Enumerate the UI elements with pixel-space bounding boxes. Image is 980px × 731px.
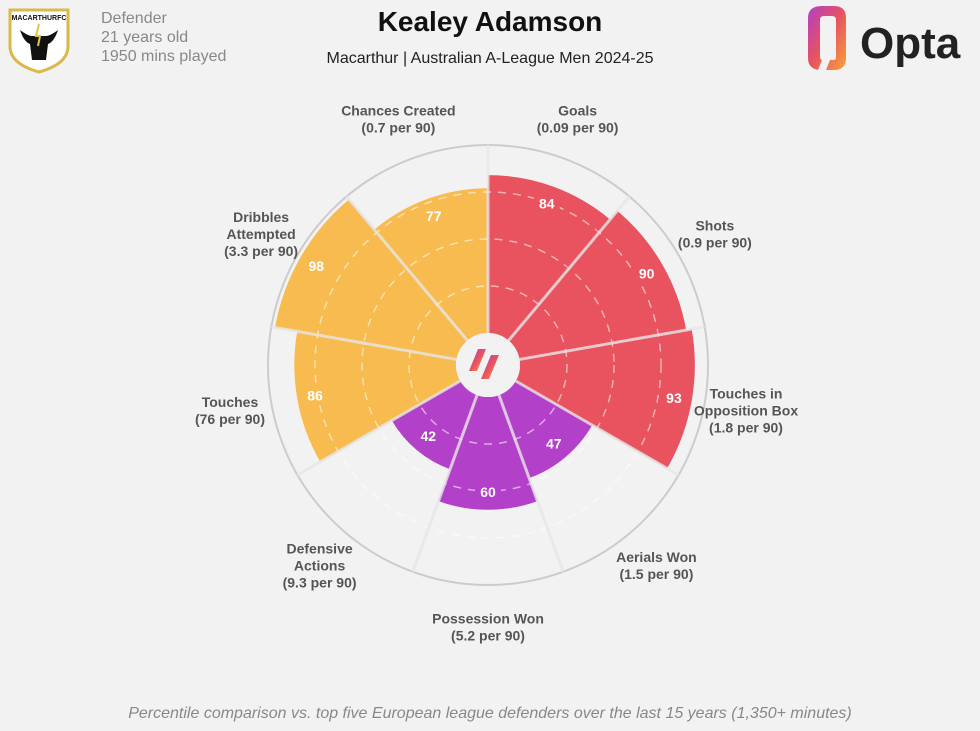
- slice-label: (5.2 per 90): [451, 628, 525, 644]
- slice-defensive: [391, 381, 478, 470]
- chart-title: Kealey Adamson: [377, 6, 603, 37]
- value-label: 42: [420, 428, 436, 444]
- value-label-box: [303, 255, 330, 276]
- slice-label: Aerials Won: [616, 549, 697, 565]
- slice-aerials-won: [498, 381, 593, 479]
- slice-divider: [345, 195, 469, 342]
- value-label-box: [415, 426, 442, 447]
- value-label: 84: [539, 195, 555, 211]
- slice-label: (76 per 90): [195, 411, 265, 427]
- slice-divider: [519, 325, 705, 361]
- slice-label: Attempted: [226, 226, 295, 242]
- slice-shots: [508, 210, 687, 360]
- slice-label: Chances Created: [341, 102, 455, 118]
- slice-label: (3.3 per 90): [224, 243, 298, 259]
- slice-label: Shots: [695, 218, 734, 234]
- value-label: 47: [546, 435, 562, 451]
- slice-touches-in: [515, 329, 695, 469]
- player-age: 21 years old: [101, 29, 189, 46]
- slice-label: (0.09 per 90): [537, 119, 619, 135]
- value-label: 93: [666, 390, 682, 406]
- slice-chances-created: [374, 188, 488, 341]
- slice-label: Touches: [202, 394, 259, 410]
- value-label-box: [533, 193, 560, 214]
- slice-divider: [271, 325, 457, 361]
- club-logo-text: MACARTHURFC: [12, 15, 67, 22]
- slice-divider: [411, 394, 479, 573]
- chart-subtitle: Macarthur | Australian A-League Men 2024…: [326, 50, 654, 67]
- slice-label: Dribbles: [233, 209, 289, 225]
- value-label-box: [633, 263, 660, 284]
- slice-label: Possession Won: [432, 611, 544, 627]
- center-opta-icon: [469, 349, 499, 379]
- slice-divider: [514, 379, 680, 477]
- player-position: Defender: [101, 10, 167, 27]
- chart-footnote: Percentile comparison vs. top five Europ…: [128, 705, 852, 722]
- slice-dribbles: [275, 199, 468, 360]
- slice-label: (1.5 per 90): [619, 566, 693, 582]
- slice-divider: [497, 394, 565, 573]
- value-label-box: [540, 433, 567, 454]
- player-minutes: 1950 mins played: [101, 48, 227, 65]
- slice-label: Actions: [294, 558, 346, 574]
- slice-label: (9.3 per 90): [283, 575, 357, 591]
- club-logo: MACARTHURFC: [8, 8, 70, 74]
- slice-label: (0.7 per 90): [361, 119, 435, 135]
- value-label: 60: [480, 484, 496, 500]
- slice-label: Opposition Box: [694, 402, 798, 418]
- slice-label: Defensive: [287, 541, 353, 557]
- opta-logo: Opta: [808, 6, 961, 70]
- opta-wordmark: Opta: [860, 19, 961, 68]
- slice-divider: [296, 379, 462, 477]
- value-label-box: [420, 205, 447, 226]
- slice-touches: [294, 331, 461, 462]
- slice-possession-won: [438, 395, 538, 510]
- value-label-box: [660, 387, 687, 408]
- value-label-box: [301, 385, 328, 406]
- player-info: Defender 21 years old 1950 mins played: [101, 9, 226, 66]
- value-label-box: [475, 481, 501, 502]
- value-label: 77: [426, 208, 442, 224]
- value-label: 86: [307, 388, 323, 404]
- slice-label: Goals: [558, 102, 597, 118]
- slice-label: Touches in: [710, 385, 783, 401]
- slice-divider: [507, 195, 631, 342]
- grid-ring: [408, 285, 568, 445]
- slice-label: (1.8 per 90): [709, 419, 783, 435]
- value-label: 98: [309, 258, 325, 274]
- value-label: 90: [639, 265, 655, 281]
- slice-label: (0.9 per 90): [678, 235, 752, 251]
- slice-goals: [488, 175, 611, 341]
